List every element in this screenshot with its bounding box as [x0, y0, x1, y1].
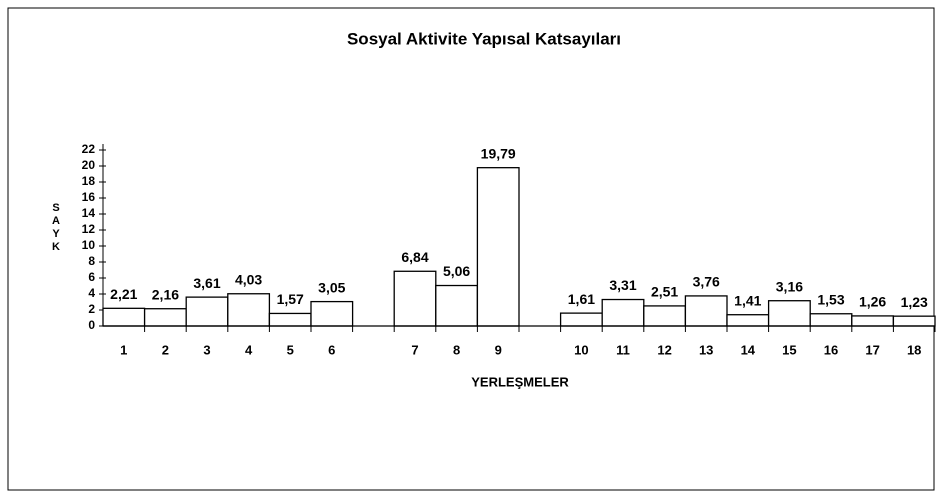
bar	[476, 167, 520, 327]
y-tick-label: 4	[88, 286, 95, 300]
value-label: 19,79	[481, 145, 516, 161]
bar	[227, 293, 271, 327]
bar	[393, 270, 437, 327]
value-label: 1,23	[901, 294, 928, 310]
value-label: 1,26	[859, 294, 886, 310]
y-tick-label: 8	[88, 254, 95, 268]
value-label: 6,84	[401, 249, 428, 265]
y-tick-label: 16	[82, 190, 96, 204]
chart-title: Sosyal Aktivite Yapısal Katsayıları	[347, 29, 621, 48]
x-tick-label: 4	[245, 342, 253, 357]
x-tick-label: 1	[120, 342, 127, 357]
bar	[809, 313, 853, 327]
value-label: 3,05	[318, 279, 345, 295]
x-tick-label: 7	[411, 342, 418, 357]
x-tick-label: 10	[574, 342, 588, 357]
x-tick-label: 17	[865, 342, 879, 357]
value-label: 1,61	[568, 291, 595, 307]
x-tick-label: 3	[203, 342, 210, 357]
value-label: 3,31	[609, 277, 636, 293]
y-axis-label: SAYK	[52, 202, 60, 253]
bar	[435, 284, 479, 327]
value-label: 1,53	[817, 291, 844, 307]
y-tick-label: 10	[82, 238, 96, 252]
bar	[310, 300, 354, 327]
value-label: 3,16	[776, 278, 803, 294]
bar	[268, 312, 312, 327]
y-tick-label: 14	[82, 206, 96, 220]
bar	[601, 298, 645, 327]
x-tick-label: 9	[495, 342, 502, 357]
x-tick-label: 14	[741, 342, 756, 357]
x-tick-label: 11	[616, 342, 630, 357]
x-tick-label: 16	[824, 342, 838, 357]
x-tick-label: 2	[162, 342, 169, 357]
value-label: 3,61	[193, 275, 220, 291]
value-label: 5,06	[443, 263, 470, 279]
value-label: 2,51	[651, 284, 678, 300]
x-axis-label: YERLEŞMELER	[471, 374, 569, 389]
bar	[559, 312, 603, 327]
y-tick-label: 2	[88, 302, 95, 316]
bar	[892, 315, 936, 327]
bar	[143, 308, 187, 327]
x-tick-label: 18	[907, 342, 921, 357]
value-label: 2,21	[110, 286, 137, 302]
value-label: 1,41	[734, 292, 761, 308]
bar	[102, 307, 146, 327]
y-tick-label: 22	[82, 142, 96, 156]
value-label: 1,57	[277, 291, 304, 307]
x-tick-label: 8	[453, 342, 460, 357]
bar	[767, 300, 811, 327]
value-label: 3,76	[693, 274, 720, 290]
bar	[851, 315, 895, 327]
value-label: 4,03	[235, 271, 262, 287]
x-tick-label: 13	[699, 342, 713, 357]
y-tick-label: 12	[82, 222, 96, 236]
x-tick-label: 6	[328, 342, 335, 357]
x-tick-label: 12	[657, 342, 671, 357]
x-tick-label: 15	[782, 342, 796, 357]
bar	[726, 314, 770, 327]
y-tick-label: 20	[82, 158, 96, 172]
value-label: 2,16	[152, 286, 179, 302]
bar	[643, 305, 687, 327]
frame	[7, 7, 935, 491]
y-tick-label: 6	[88, 270, 95, 284]
y-tick-label: 18	[82, 174, 96, 188]
x-tick-label: 5	[287, 342, 294, 357]
bar	[185, 296, 229, 327]
bar	[684, 295, 728, 327]
y-tick-label: 0	[88, 318, 95, 332]
